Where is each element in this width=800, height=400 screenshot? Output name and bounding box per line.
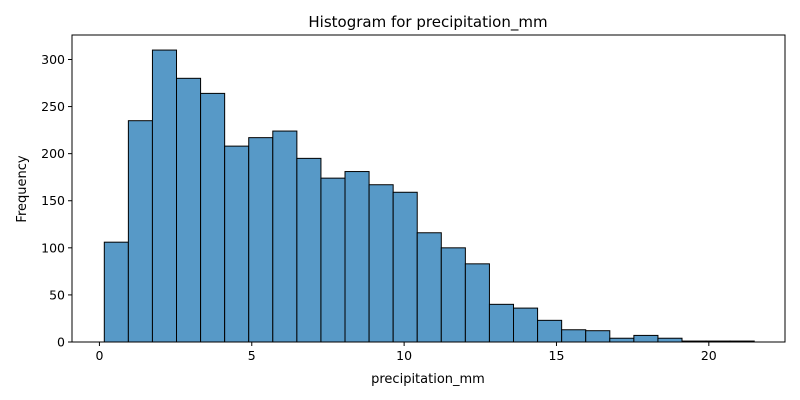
- plot-frame: [71, 34, 786, 343]
- histogram-bar-4: [200, 92, 226, 343]
- chart-title: Histogram for precipitation_mm: [308, 13, 547, 32]
- x-axis-ticks: 0 5 10 15 20: [95, 342, 717, 363]
- x-axis-label: precipitation_mm: [371, 372, 485, 387]
- x-tick-label: 0: [95, 348, 103, 363]
- histogram-bar-18: [537, 319, 563, 343]
- histogram-bar-22: [633, 334, 659, 343]
- histogram-bar-21: [609, 337, 635, 343]
- y-tick-label: 50: [49, 287, 65, 302]
- histogram-bar-10: [344, 171, 370, 343]
- x-tick-label: 20: [701, 348, 717, 363]
- histogram-bar-16: [488, 303, 515, 343]
- y-axis-ticks: 0 50 100 150 200 250 300: [41, 52, 72, 350]
- histogram-bar-23: [657, 337, 683, 343]
- histogram-bar-19: [561, 329, 587, 343]
- histogram-bar-17: [513, 307, 539, 343]
- histogram-bar-11: [368, 184, 394, 343]
- histogram-bar-13: [416, 232, 442, 343]
- histogram-bar-7: [272, 130, 298, 343]
- histogram-bar-9: [320, 177, 346, 343]
- y-tick-label: 250: [41, 99, 65, 114]
- y-tick-label: 0: [57, 335, 65, 350]
- histogram-bar-2: [151, 49, 178, 343]
- histogram-bar-5: [224, 145, 250, 343]
- histogram-bar-20: [585, 330, 611, 343]
- histogram-bar-1: [127, 120, 153, 343]
- x-tick-label: 5: [248, 348, 256, 363]
- y-tick-label: 300: [41, 52, 65, 67]
- histogram-bar-15: [464, 263, 490, 343]
- histogram-bar-0: [103, 241, 129, 343]
- histogram-bar-14: [440, 247, 466, 343]
- y-tick-label: 200: [41, 146, 65, 161]
- y-axis-label: Frequency: [15, 155, 30, 222]
- histogram-bar-12: [392, 191, 418, 343]
- histogram-bar-6: [248, 137, 274, 343]
- y-tick-label: 150: [41, 193, 65, 208]
- y-tick-label: 100: [41, 240, 65, 255]
- x-tick-label: 15: [549, 348, 565, 363]
- bars-group: [103, 49, 755, 343]
- histogram-bar-3: [176, 77, 202, 343]
- histogram-bar-8: [296, 157, 322, 343]
- x-tick-label: 10: [396, 348, 412, 363]
